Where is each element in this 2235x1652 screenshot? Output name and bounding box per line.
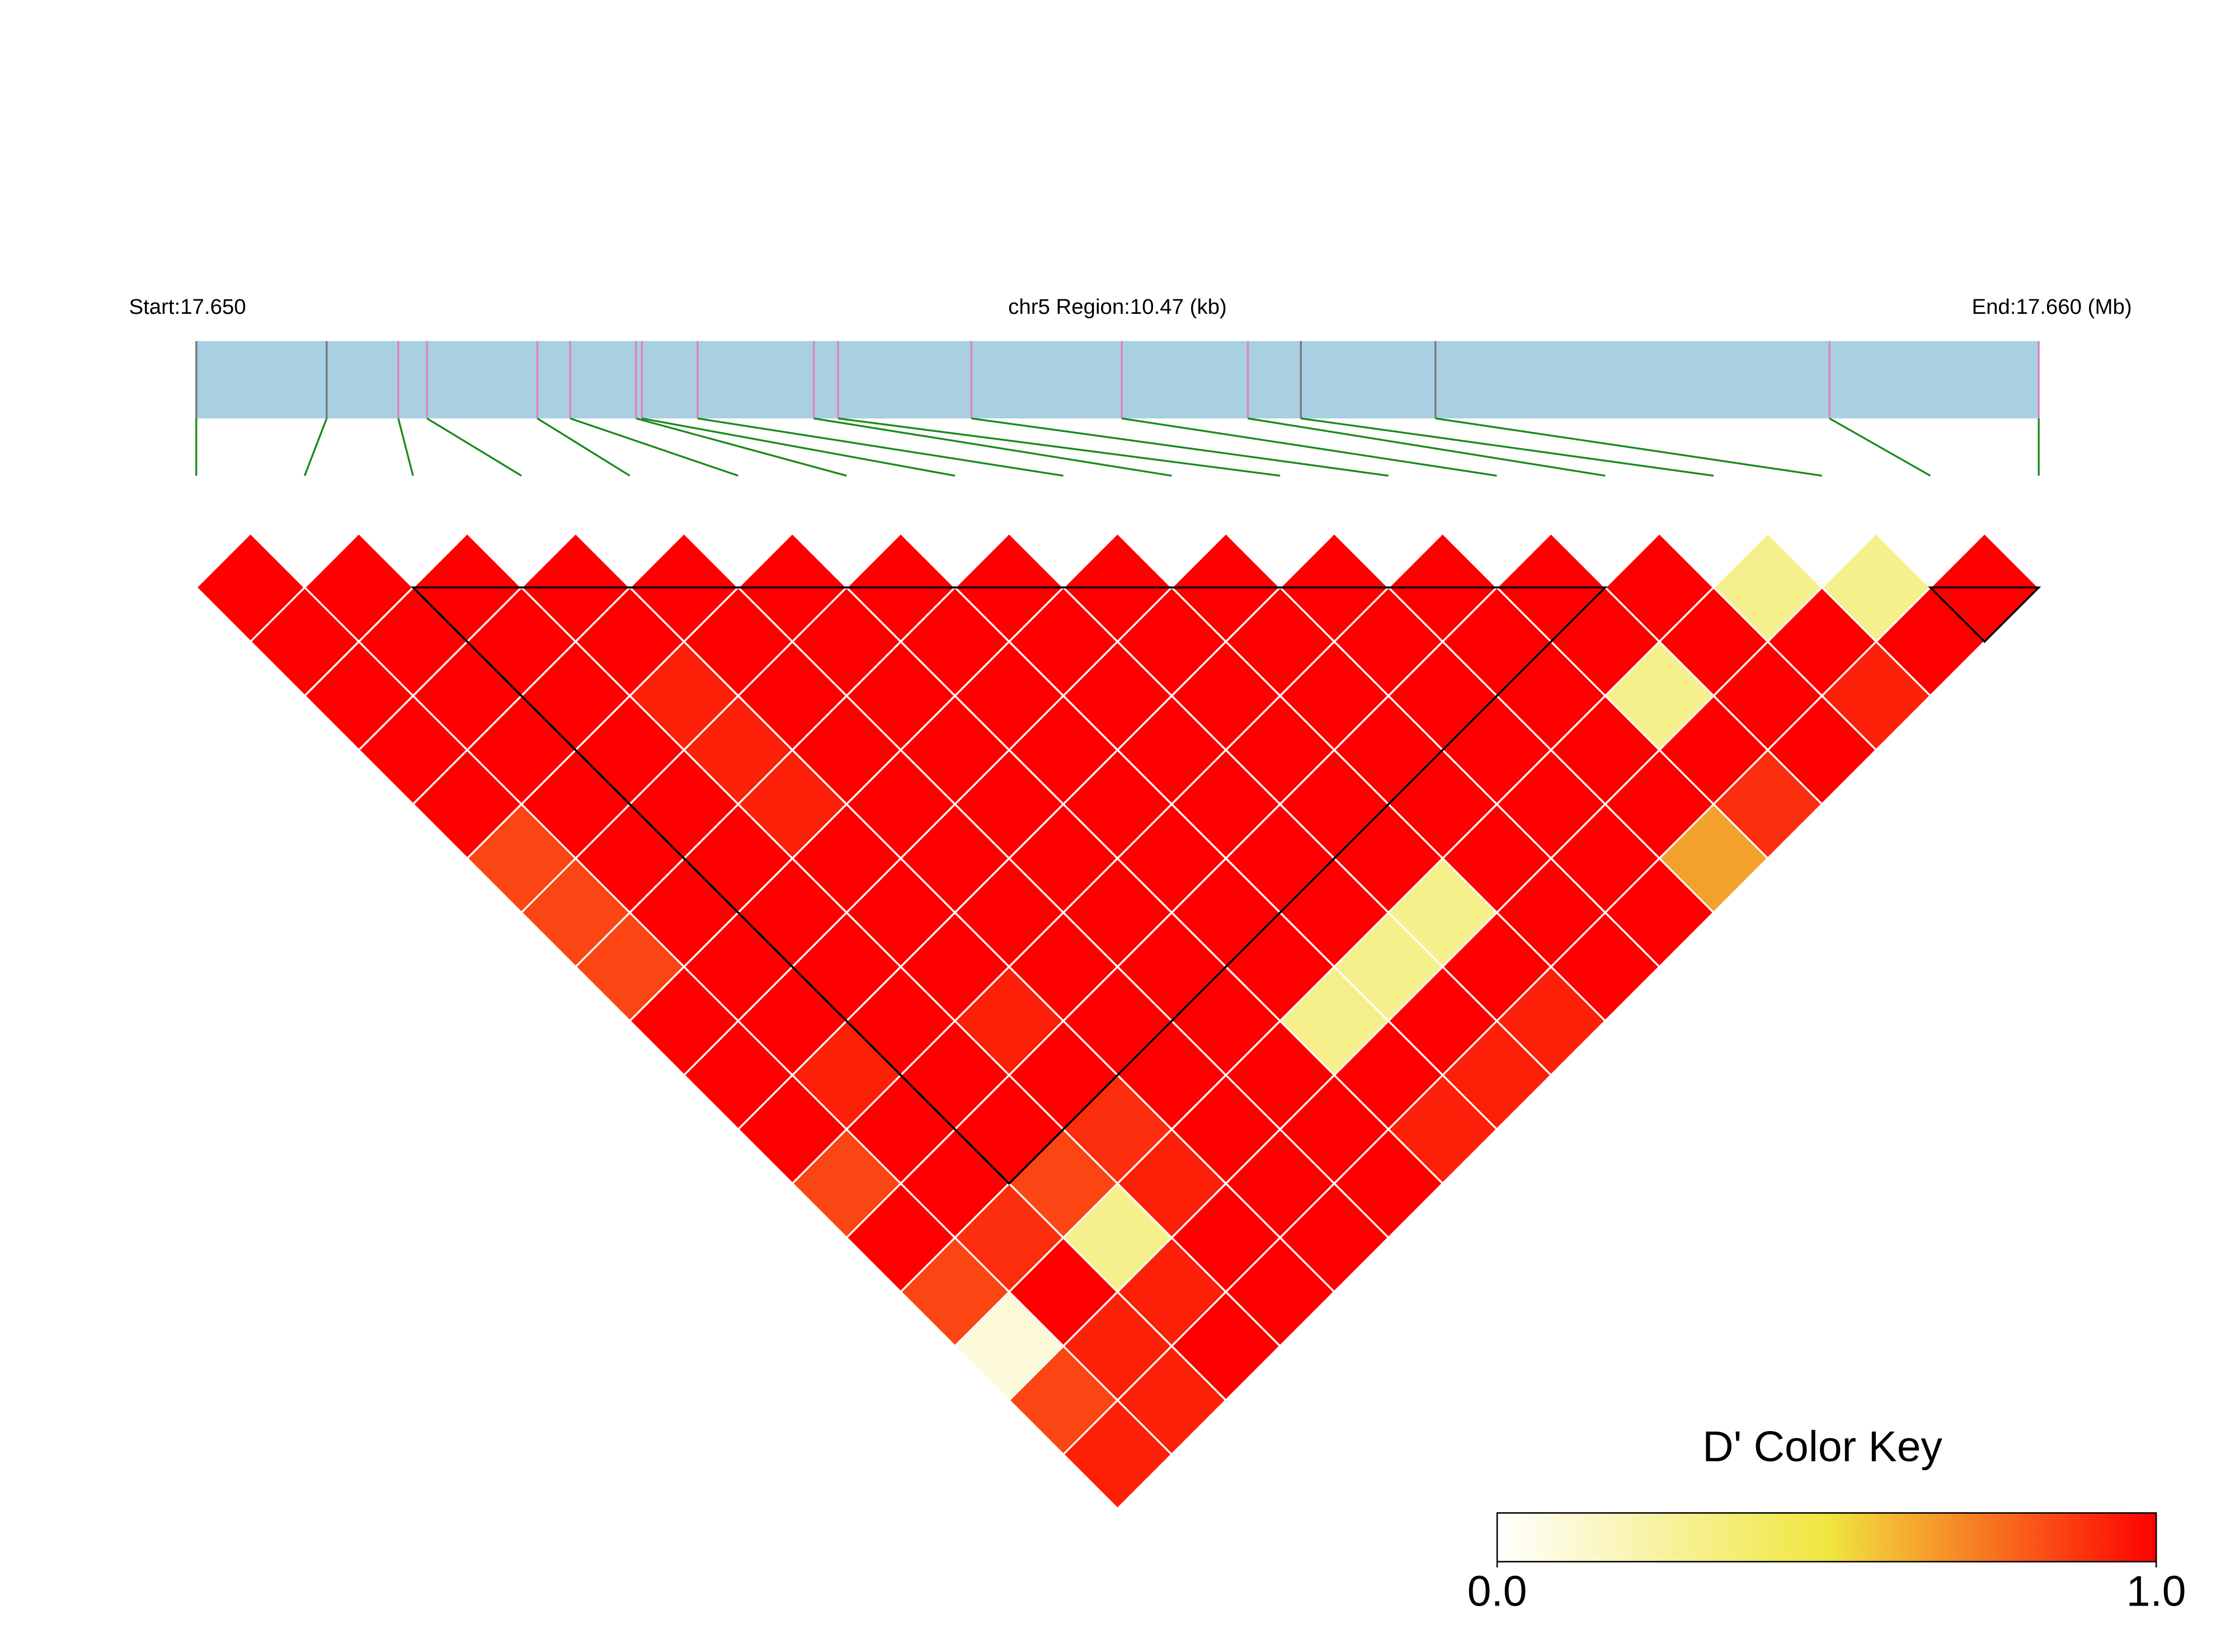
ld-block — [1928, 586, 2041, 643]
end-label: End:17.660 (Mb) — [1972, 295, 2132, 319]
key-tick-label: 1.0 — [2126, 1568, 2186, 1616]
gene-bar — [196, 341, 2039, 418]
snp-connector — [1435, 417, 1822, 477]
snp-connector — [426, 417, 522, 477]
start-label: Start:17.650 — [129, 295, 246, 319]
region-label: chr5 Region:10.47 (kb) — [1008, 295, 1227, 319]
snp-connector — [636, 417, 847, 477]
snp-connector — [1121, 417, 1497, 477]
key-tick-label: 0.0 — [1467, 1568, 1527, 1616]
key-title: D' Color Key — [1702, 1423, 1942, 1471]
snp-connector — [1829, 417, 1931, 477]
snp-connector — [1248, 417, 1606, 477]
snp-connector — [813, 417, 1172, 477]
color-key — [1496, 1512, 2157, 1562]
snp-connector — [697, 417, 1064, 477]
snp-connector — [971, 417, 1389, 477]
snp-connector — [397, 418, 414, 476]
snp-connector — [304, 418, 328, 476]
snp-connector — [837, 417, 1281, 477]
ld-cell — [1062, 1399, 1173, 1510]
snp-connector — [537, 417, 630, 477]
snp-connector — [1301, 417, 1714, 477]
snp-connector — [641, 417, 956, 477]
ld-block — [410, 586, 1608, 1185]
snp-connector — [570, 417, 739, 477]
